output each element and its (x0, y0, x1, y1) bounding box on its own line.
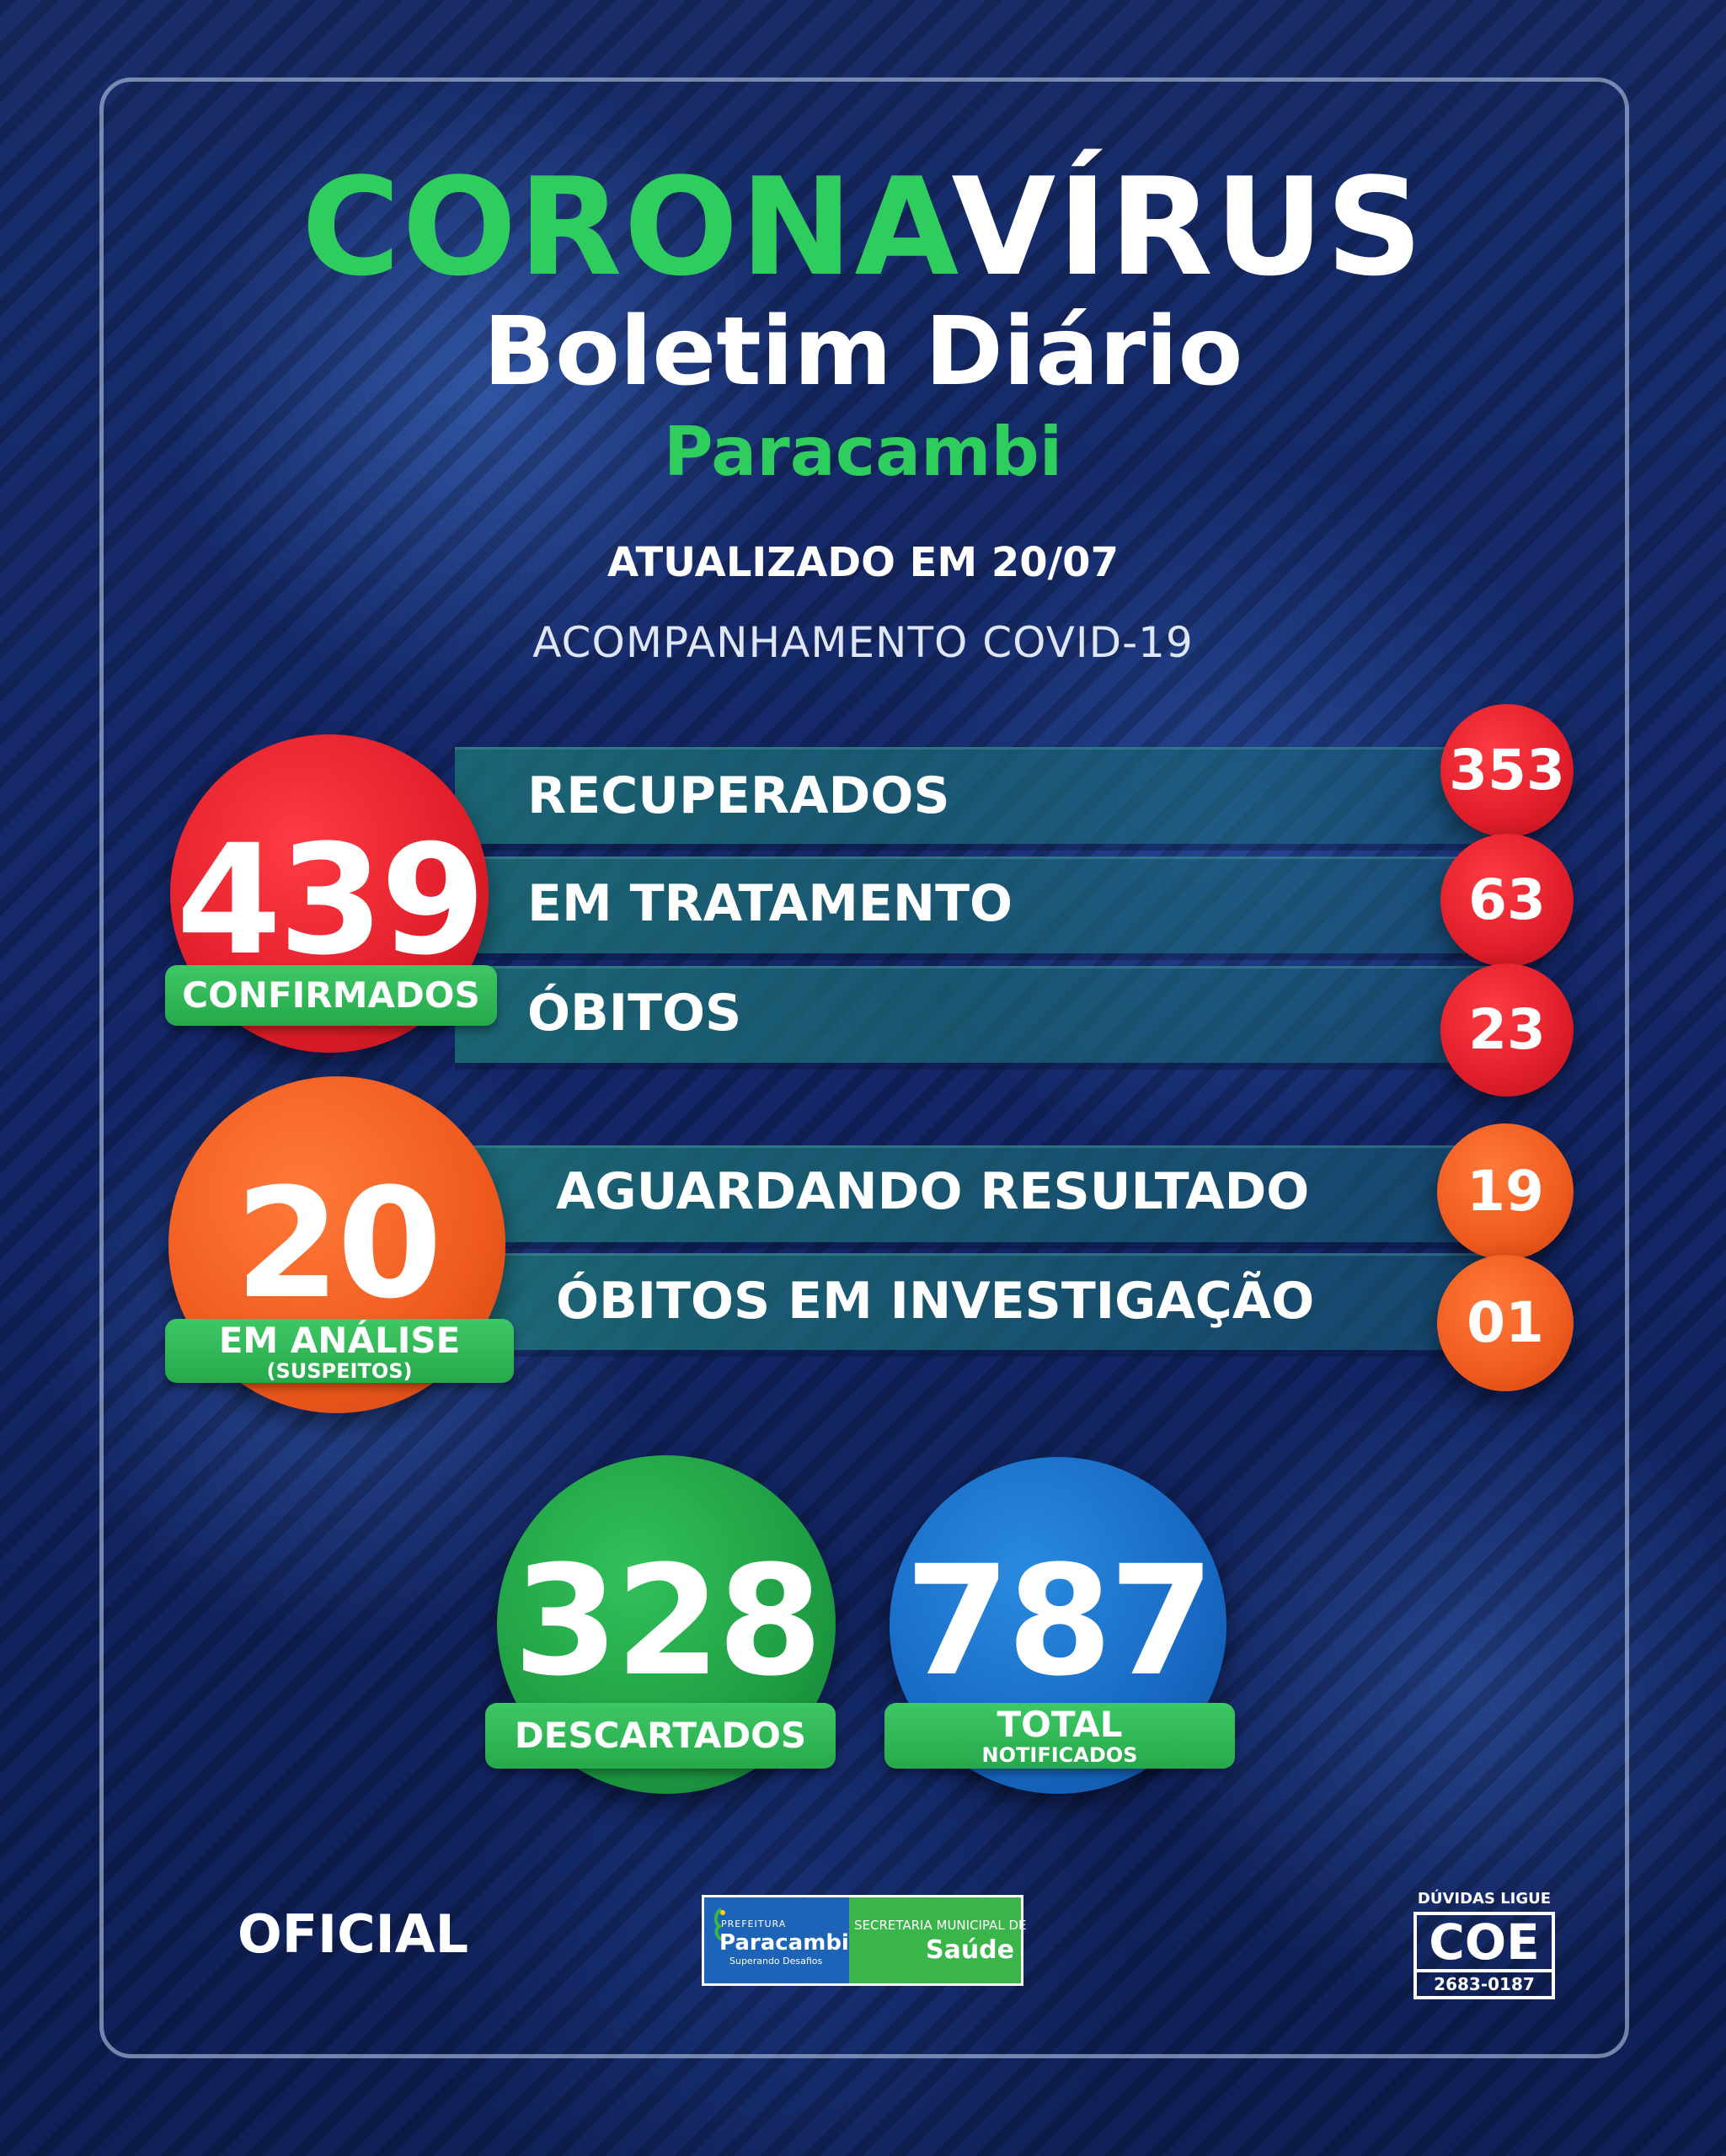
recovered-label: RECUPERADOS (527, 766, 950, 825)
confirmed-value: 439 (176, 813, 486, 989)
deaths-bar (455, 966, 1491, 1063)
total-value: 787 (905, 1534, 1215, 1710)
investigation-badge: 01 (1437, 1255, 1574, 1391)
treatment-label: EM TRATAMENTO (527, 874, 1013, 933)
saude-label: Saúde (925, 1935, 1014, 1965)
recovered-value: 353 (1449, 738, 1565, 803)
awaiting-badge: 19 (1437, 1123, 1574, 1260)
total-sublabel: NOTIFICADOS (981, 1743, 1138, 1767)
paracambi-logo: PREFEITURA Paracambi Superando Desafios (704, 1897, 849, 1983)
title-virus: VÍRUS (951, 148, 1425, 306)
recovered-badge: 353 (1440, 704, 1574, 837)
updated-date: ATUALIZADO EM 20/07 (607, 539, 1119, 586)
deaths-badge: 23 (1440, 963, 1574, 1097)
coe-prompt: DÚVIDAS LIGUE (1417, 1890, 1552, 1908)
treatment-badge: 63 (1440, 834, 1574, 967)
analysis-pill: EM ANÁLISE (SUSPEITOS) (165, 1319, 514, 1383)
subtitle: Boletim Diário (483, 297, 1243, 407)
discarded-label: DESCARTADOS (514, 1715, 807, 1756)
total-label: TOTAL (997, 1704, 1123, 1745)
treatment-value: 63 (1468, 867, 1546, 932)
coe-contact: DÚVIDAS LIGUE COE 2683-0187 (1413, 1890, 1555, 1999)
deaths-label: ÓBITOS (527, 984, 742, 1043)
awaiting-label: AGUARDANDO RESULTADO (556, 1162, 1310, 1221)
analysis-label: EM ANÁLISE (218, 1320, 461, 1361)
discarded-value: 328 (513, 1534, 823, 1710)
main-title: CORONAVÍRUS (0, 160, 1726, 295)
content-frame (99, 77, 1629, 2058)
logo-slogan: Superando Desafios (729, 1956, 823, 1967)
investigation-value: 01 (1467, 1290, 1544, 1355)
logo-prefix: PREFEITURA (721, 1919, 787, 1929)
prefeitura-logo: PREFEITURA Paracambi Superando Desafios … (702, 1895, 1026, 1986)
tracking-label: ACOMPANHAMENTO COVID-19 (532, 618, 1194, 667)
official-label: OFICIAL (238, 1903, 469, 1965)
analysis-sublabel: (SUSPEITOS) (266, 1359, 413, 1383)
secretaria-label: SECRETARIA MUNICIPAL DE (854, 1918, 1027, 1933)
awaiting-bar (472, 1145, 1491, 1242)
analysis-value: 20 (234, 1156, 443, 1332)
confirmed-label: CONFIRMADOS (182, 974, 480, 1016)
title-corona: CORONA (301, 148, 952, 306)
coe-name: COE (1429, 1913, 1540, 1971)
secretaria-logo: SECRETARIA MUNICIPAL DE Saúde (849, 1897, 1026, 1983)
total-pill: TOTAL NOTIFICADOS (884, 1703, 1235, 1769)
awaiting-value: 19 (1467, 1159, 1544, 1224)
coe-box: COE 2683-0187 (1413, 1912, 1555, 1999)
confirmed-pill: CONFIRMADOS (165, 965, 497, 1026)
investigation-bar (472, 1253, 1491, 1350)
deaths-value: 23 (1468, 997, 1546, 1062)
city-name: Paracambi (663, 413, 1063, 491)
paracambi-mark-icon (713, 1908, 725, 1941)
treatment-bar (455, 857, 1491, 953)
investigation-label: ÓBITOS EM INVESTIGAÇÃO (556, 1272, 1315, 1331)
logo-name: Paracambi (719, 1930, 849, 1956)
coe-phone: 2683-0187 (1417, 1969, 1552, 1996)
discarded-pill: DESCARTADOS (485, 1703, 836, 1769)
recovered-bar (455, 747, 1491, 844)
